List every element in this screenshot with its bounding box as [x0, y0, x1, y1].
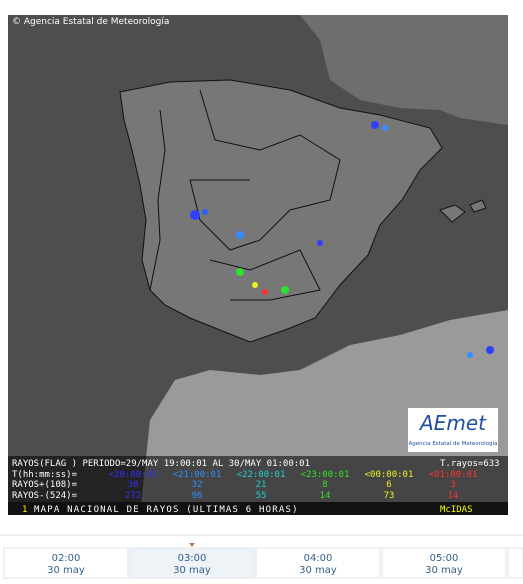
timeline-cell[interactable] [255, 547, 381, 579]
negative-count: 73 [384, 491, 395, 501]
timeline-date[interactable]: 30 may [299, 565, 337, 576]
time-label: T(hh:mm:ss)= [12, 470, 78, 480]
island [469, 199, 487, 213]
timeline-time[interactable]: 03:00 [178, 553, 207, 564]
negative-count: 14 [320, 491, 331, 501]
footer-title: MAPA NACIONAL DE RAYOS (ULTIMAS 6 HORAS) [34, 505, 299, 515]
island [439, 204, 466, 223]
negative-count: 272 [125, 491, 141, 501]
timeline-time[interactable]: 04:00 [304, 553, 333, 564]
legend-total: T.rayos=633 [440, 459, 500, 469]
timeline-time[interactable]: 02:00 [52, 553, 81, 564]
copyright: © Agencia Estatal de Meteorología [12, 17, 169, 27]
positive-label: RAYOS+(108)= [12, 480, 78, 490]
border [149, 109, 166, 291]
positive-count: 3 [450, 480, 455, 490]
timeline-date[interactable]: 30 may [173, 565, 211, 576]
positive-count: 8 [322, 480, 327, 490]
timeline-cell-partial [507, 547, 523, 579]
positive-count: 21 [256, 480, 267, 490]
lightning [190, 121, 494, 358]
timeline-date[interactable]: 30 may [425, 565, 463, 576]
logo-subtitle: Agencia Estatal de Meteorología [409, 440, 498, 447]
positive-count: 38 [128, 480, 139, 490]
footer-number: 1 [22, 505, 27, 515]
negative-count: 96 [192, 491, 203, 501]
timeline-marker [189, 543, 195, 547]
timeline-time[interactable]: 05:00 [430, 553, 459, 564]
land-france [300, 15, 508, 125]
footer-source: McIDAS [440, 505, 473, 515]
logo-box [408, 408, 498, 452]
logo-name: AEmet [418, 411, 487, 435]
timeline-cell[interactable] [129, 547, 255, 579]
negative-count: 55 [256, 491, 267, 501]
time-column: <23:00:01 [301, 470, 350, 480]
provinces [209, 249, 321, 301]
positive-count: 32 [192, 480, 203, 490]
timeline-cell[interactable] [381, 547, 507, 579]
footer-band [8, 502, 508, 515]
negative-label: RAYOS-(524)= [12, 491, 78, 501]
positive-count: 6 [386, 480, 391, 490]
legend-header: RAYOS(FLAG ) PERIODO=29/MAY 19:00:01 AL … [12, 459, 310, 469]
time-column: <01:00:01 [429, 470, 478, 480]
land-iberia [119, 79, 443, 343]
time-column: <20:00:01 [109, 470, 158, 480]
time-column: <00:00:01 [365, 470, 414, 480]
time-column: <21:00:01 [173, 470, 222, 480]
timeline-cell[interactable] [3, 547, 129, 579]
time-column: <22:00:01 [237, 470, 286, 480]
timeline-date[interactable]: 30 may [47, 565, 85, 576]
negative-count: 14 [448, 491, 459, 501]
